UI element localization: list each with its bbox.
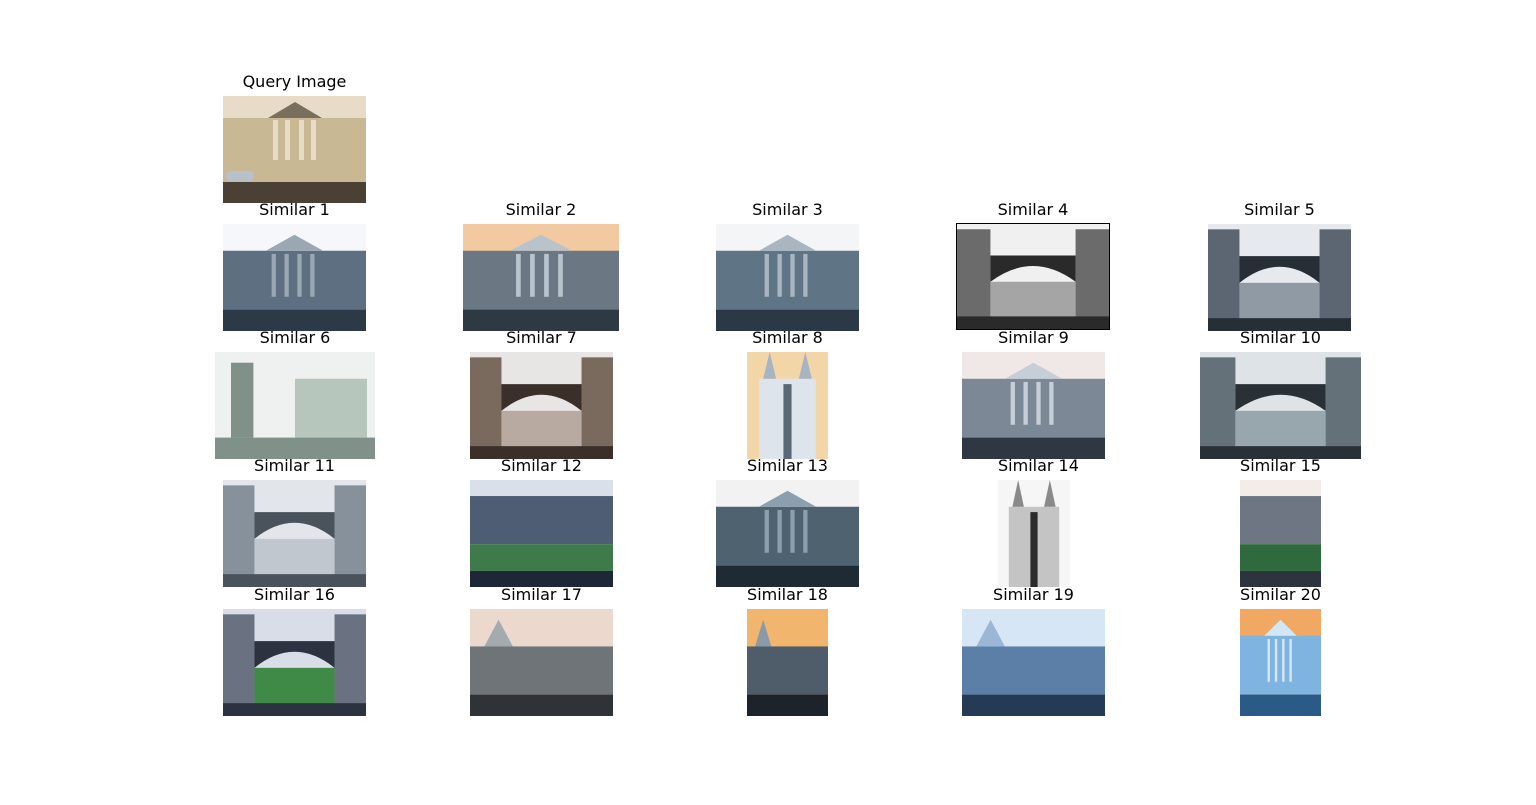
result-title: Similar 10 xyxy=(1240,328,1321,347)
result-title: Similar 7 xyxy=(506,328,577,347)
result-title: Similar 4 xyxy=(997,200,1069,219)
result-title: Similar 18 xyxy=(747,585,828,604)
result-title: Similar 2 xyxy=(505,200,577,219)
result-image xyxy=(956,223,1110,330)
result-title: Similar 14 xyxy=(998,456,1079,475)
result-title: Similar 11 xyxy=(254,456,335,475)
result-image xyxy=(470,609,613,716)
result-title: Similar 13 xyxy=(747,456,828,475)
result-image xyxy=(1208,224,1351,331)
result-image xyxy=(1200,352,1361,459)
result-image xyxy=(747,352,828,459)
result-title: Similar 17 xyxy=(501,585,582,604)
result-image xyxy=(716,480,859,587)
result-image xyxy=(470,480,613,587)
result-title: Similar 6 xyxy=(259,328,331,347)
result-title: Similar 1 xyxy=(259,200,330,219)
result-image xyxy=(962,609,1105,716)
result-title: Similar 16 xyxy=(254,585,335,604)
result-image xyxy=(223,224,366,331)
result-image xyxy=(1240,480,1321,587)
result-image xyxy=(1240,609,1321,716)
result-title: Similar 20 xyxy=(1240,585,1321,604)
result-image xyxy=(747,609,828,716)
result-image xyxy=(215,352,375,459)
result-image xyxy=(998,480,1070,587)
result-image xyxy=(223,609,366,716)
result-title: Similar 3 xyxy=(752,200,823,219)
query-title: Query Image xyxy=(242,72,347,91)
result-title: Similar 8 xyxy=(752,328,823,347)
result-title: Similar 9 xyxy=(998,328,1069,347)
result-title: Similar 15 xyxy=(1240,456,1321,475)
result-title: Similar 12 xyxy=(501,456,582,475)
result-image xyxy=(223,480,366,587)
result-image xyxy=(470,352,613,459)
query-image xyxy=(223,96,366,203)
result-title: Similar 19 xyxy=(993,585,1074,604)
result-title: Similar 5 xyxy=(1244,200,1315,219)
result-image xyxy=(962,352,1105,459)
result-image xyxy=(716,224,859,331)
result-image xyxy=(463,224,619,331)
